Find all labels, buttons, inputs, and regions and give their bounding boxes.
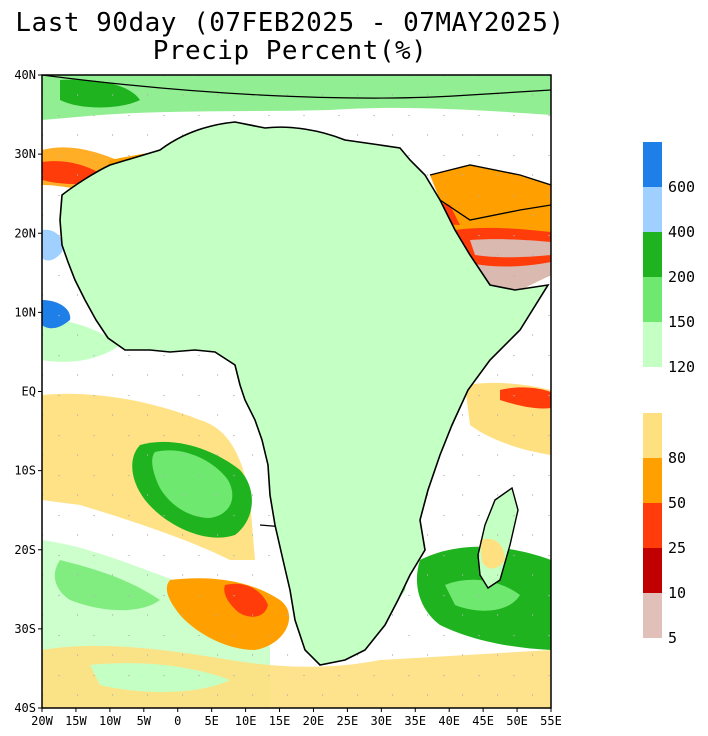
legend-label: 400 — [668, 223, 695, 241]
lat-tick-label: 10N — [14, 305, 36, 319]
legend-swatch — [643, 142, 662, 187]
map-title: Last 90day (07FEB2025 - 07MAY2025) — [15, 8, 565, 38]
legend-swatch — [643, 593, 662, 638]
legend-swatch — [643, 503, 662, 548]
legend-label: 120 — [668, 358, 695, 376]
lon-tick-label: 40E — [438, 714, 460, 728]
lat-tick-label: EQ — [22, 385, 36, 399]
lon-tick-label: 10W — [99, 714, 121, 728]
arabia-coast — [429, 164, 551, 186]
lon-tick-label: 45E — [472, 714, 494, 728]
map-subtitle: Precip Percent(%) — [152, 36, 428, 66]
legend-swatch — [643, 322, 662, 367]
legend-swatch — [643, 277, 662, 322]
lat-tick-label: 20S — [14, 543, 36, 557]
legend-swatch — [643, 232, 662, 277]
lon-tick-label: 10E — [235, 714, 257, 728]
lon-tick-label: 20E — [303, 714, 325, 728]
lat-tick-label: 30S — [14, 622, 36, 636]
legend-swatch — [643, 548, 662, 593]
legend-swatch — [643, 458, 662, 503]
lon-tick-label: 50E — [506, 714, 528, 728]
legend-label: 25 — [668, 539, 686, 557]
legend-wet: 600 400 200 150 120 — [643, 142, 695, 376]
legend-swatch — [643, 187, 662, 232]
lat-tick-label: 10S — [14, 464, 36, 478]
legend-label: 5 — [668, 629, 677, 647]
lat-tick-label: 40N — [14, 68, 36, 82]
lon-tick-label: 15E — [269, 714, 291, 728]
legend-label: 600 — [668, 178, 695, 196]
lon-tick-label: 20W — [31, 714, 53, 728]
lon-tick-label: 35E — [404, 714, 426, 728]
lat-tick-label: 40S — [14, 701, 36, 715]
madagascar-coast — [477, 486, 519, 589]
lon-tick-label: 5W — [137, 714, 152, 728]
lon-tick-label: 55E — [540, 714, 562, 728]
legend-label: 150 — [668, 313, 695, 331]
legend-swatch — [643, 413, 662, 458]
plot-area — [42, 75, 551, 708]
lon-tick-label: 0 — [174, 714, 181, 728]
lat-tick-label: 30N — [14, 147, 36, 161]
lon-tick-label: 5E — [204, 714, 218, 728]
legend-dry: 80 50 25 10 5 — [643, 413, 686, 647]
legend-label: 10 — [668, 584, 686, 602]
lon-tick-label: 15W — [65, 714, 87, 728]
legend-label: 200 — [668, 268, 695, 286]
lon-tick-label: 25E — [337, 714, 359, 728]
lon-tick-label: 30E — [370, 714, 392, 728]
lat-tick-label: 20N — [14, 226, 36, 240]
legend-label: 80 — [668, 449, 686, 467]
legend-label: 50 — [668, 494, 686, 512]
mediterranean-coast — [42, 75, 551, 99]
